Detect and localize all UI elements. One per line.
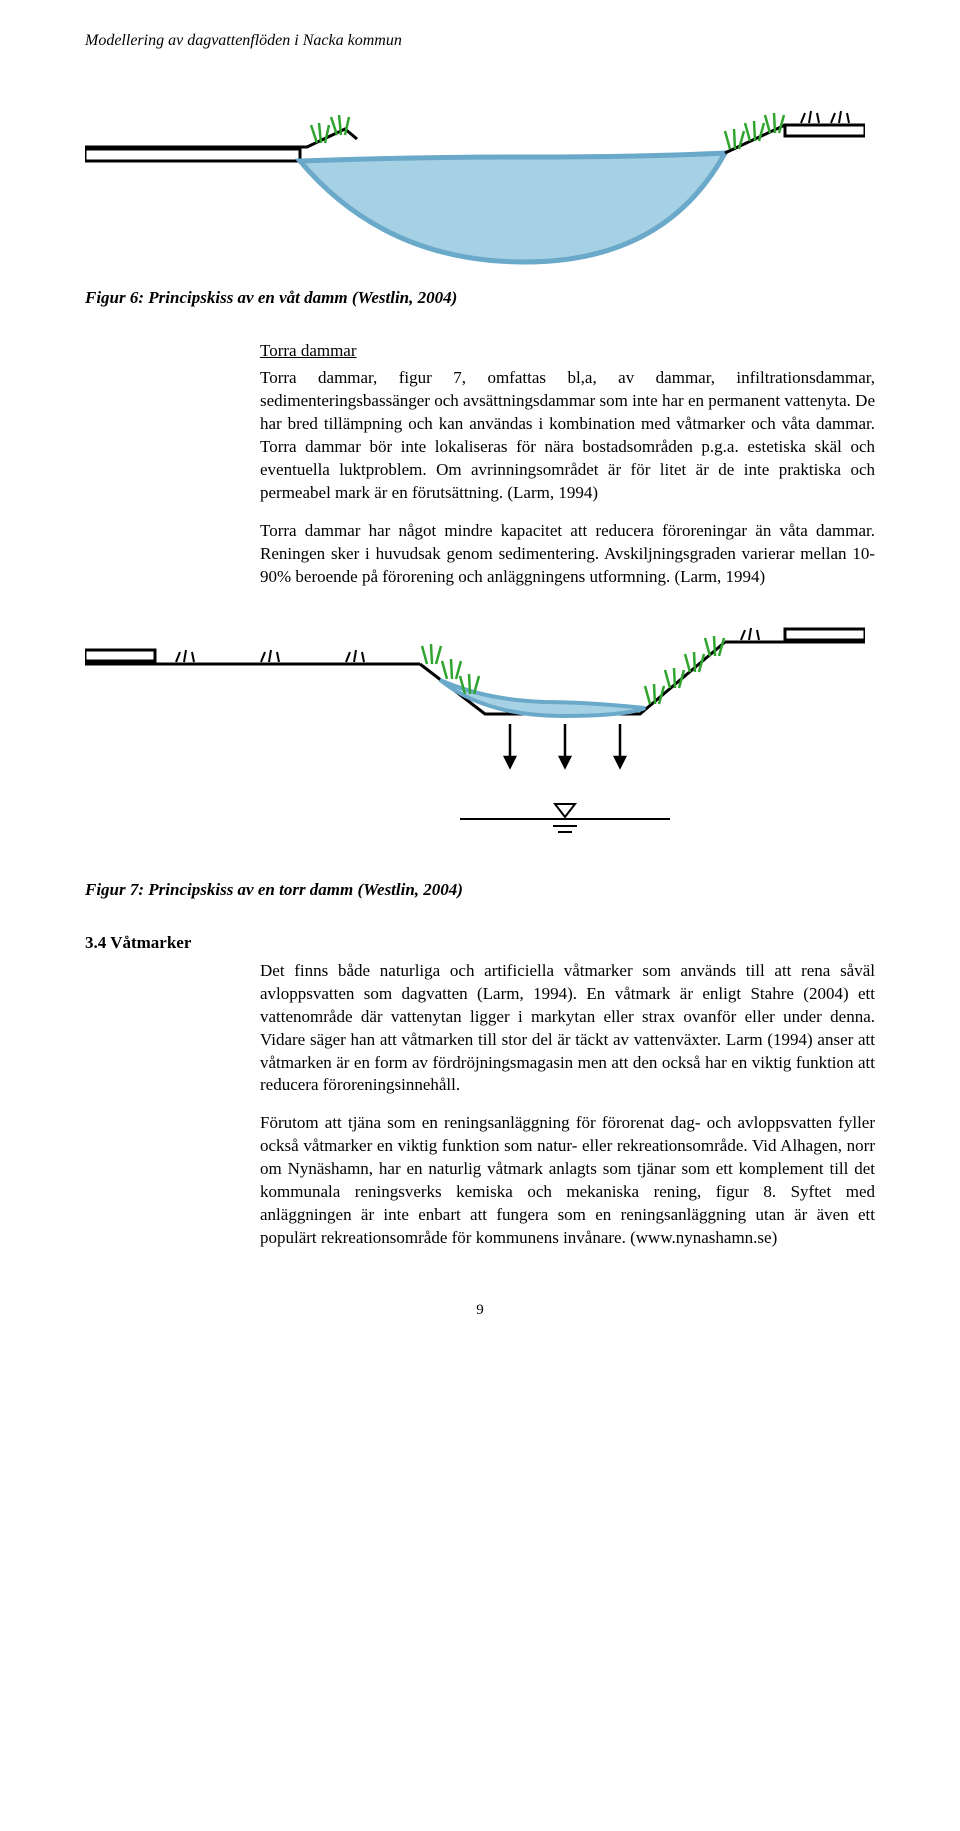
torra-dammar-para-1: Torra dammar, figur 7, omfattas bl,a, av…	[260, 367, 875, 505]
torra-dammar-section: Torra dammar Torra dammar, figur 7, omfa…	[260, 340, 875, 589]
wet-pond-diagram	[85, 97, 865, 277]
figure-6: Figur 6: Principskiss av en våt damm (We…	[85, 97, 875, 310]
figure-7: Figur 7: Principskiss av en torr damm (W…	[85, 604, 875, 902]
page-container: Modellering av dagvattenflöden i Nacka k…	[0, 0, 960, 1350]
torra-dammar-para-2: Torra dammar har något mindre kapacitet …	[260, 520, 875, 589]
vatmarker-heading: 3.4 Våtmarker	[85, 932, 875, 955]
vatmarker-para-1: Det finns både naturliga och artificiell…	[260, 960, 875, 1098]
vatmarker-para-2: Förutom att tjäna som en reningsanläggni…	[260, 1112, 875, 1250]
page-number: 9	[85, 1300, 875, 1320]
dry-pond-diagram	[85, 604, 865, 854]
figure-6-caption: Figur 6: Principskiss av en våt damm (We…	[85, 287, 875, 310]
running-header: Modellering av dagvattenflöden i Nacka k…	[85, 30, 875, 52]
figure-7-caption: Figur 7: Principskiss av en torr damm (W…	[85, 879, 875, 902]
torra-dammar-subtitle: Torra dammar	[260, 340, 875, 363]
vatmarker-section: 3.4 Våtmarker Det finns både naturliga o…	[85, 932, 875, 1250]
